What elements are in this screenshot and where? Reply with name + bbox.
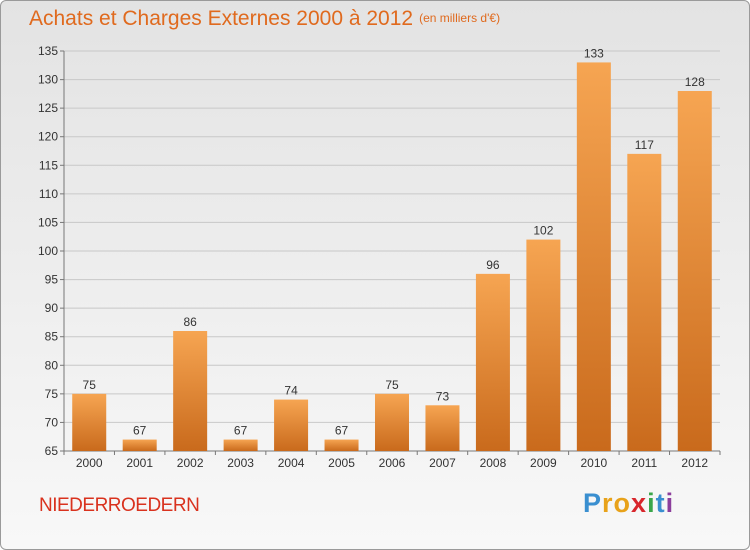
logo-letter: t bbox=[655, 488, 666, 518]
bar-2012 bbox=[677, 91, 712, 451]
chart-title: Achats et Charges Externes 2000 à 2012 (e… bbox=[29, 7, 500, 31]
y-tick-label: 130 bbox=[38, 73, 58, 87]
logo-letter: o bbox=[613, 488, 632, 518]
bar-2008 bbox=[475, 273, 510, 451]
x-tick-label: 2003 bbox=[227, 456, 254, 470]
y-tick-label: 105 bbox=[38, 215, 58, 229]
y-tick-label: 100 bbox=[38, 244, 58, 258]
proxiti-logo: Proxiti bbox=[583, 488, 674, 519]
place-name: NIEDERROEDERN bbox=[39, 495, 200, 516]
x-tick-label: 2001 bbox=[126, 456, 153, 470]
y-tick-label: 135 bbox=[38, 44, 58, 58]
y-tick-label: 90 bbox=[45, 301, 59, 315]
x-tick-label: 2011 bbox=[631, 456, 657, 470]
bar-2007 bbox=[425, 405, 460, 451]
x-tick-label: 2007 bbox=[429, 456, 456, 470]
y-tick-label: 125 bbox=[38, 101, 58, 115]
data-label: 73 bbox=[436, 389, 450, 403]
bar-2000 bbox=[72, 393, 107, 451]
y-tick-label: 95 bbox=[45, 273, 59, 287]
data-label: 75 bbox=[385, 378, 399, 392]
x-tick-label: 2004 bbox=[278, 456, 305, 470]
logo-letter: P bbox=[583, 488, 603, 518]
chart-subtitle: (en milliers d'€) bbox=[419, 11, 501, 25]
x-tick-label: 2012 bbox=[681, 456, 708, 470]
bar-2011 bbox=[627, 153, 662, 451]
data-label: 74 bbox=[284, 384, 298, 398]
data-label: 75 bbox=[83, 378, 97, 392]
bar-2006 bbox=[375, 393, 409, 451]
x-tick-label: 2006 bbox=[379, 456, 406, 470]
bar-2004 bbox=[274, 399, 309, 451]
data-label: 67 bbox=[133, 424, 147, 438]
logo-letter: r bbox=[602, 488, 614, 518]
title-text: Achats et Charges Externes 2000 à 2012 bbox=[29, 7, 414, 30]
logo-letter: i bbox=[665, 488, 675, 518]
x-tick-label: 2009 bbox=[530, 456, 557, 470]
logo-letter: x bbox=[631, 488, 648, 518]
bar-2001 bbox=[122, 439, 157, 451]
bar-2002 bbox=[173, 331, 208, 451]
x-tick-label: 2000 bbox=[76, 456, 103, 470]
x-tick-label: 2010 bbox=[580, 456, 607, 470]
labels: 65 70 75 80 85 90 95 100 105 110 115 120 125 130 135 75… bbox=[38, 44, 708, 470]
data-label: 133 bbox=[584, 46, 604, 60]
y-tick-label: 110 bbox=[39, 187, 58, 201]
data-label: 96 bbox=[486, 258, 500, 272]
y-tick-label: 75 bbox=[45, 387, 59, 401]
y-tick-label: 70 bbox=[45, 415, 59, 429]
bar-2003 bbox=[223, 439, 258, 451]
data-label: 117 bbox=[635, 138, 654, 152]
y-tick-label: 80 bbox=[45, 358, 59, 372]
data-label: 67 bbox=[335, 424, 349, 438]
data-label: 102 bbox=[533, 224, 553, 238]
x-tick-label: 2002 bbox=[177, 456, 204, 470]
logo-letter: i bbox=[647, 488, 656, 518]
x-tick-label: 2008 bbox=[480, 456, 507, 470]
x-tick-label: 2005 bbox=[328, 456, 355, 470]
bar-2009 bbox=[526, 239, 561, 451]
data-label: 67 bbox=[234, 424, 248, 438]
y-tick-label: 120 bbox=[38, 130, 58, 144]
y-tick-label: 65 bbox=[45, 444, 59, 458]
bar-2010 bbox=[576, 62, 611, 452]
y-tick-label: 85 bbox=[45, 330, 59, 344]
data-label: 86 bbox=[183, 315, 197, 329]
data-label: 128 bbox=[685, 75, 705, 89]
bar-2005 bbox=[324, 439, 359, 451]
bars bbox=[72, 62, 712, 452]
y-tick-label: 115 bbox=[39, 158, 58, 172]
